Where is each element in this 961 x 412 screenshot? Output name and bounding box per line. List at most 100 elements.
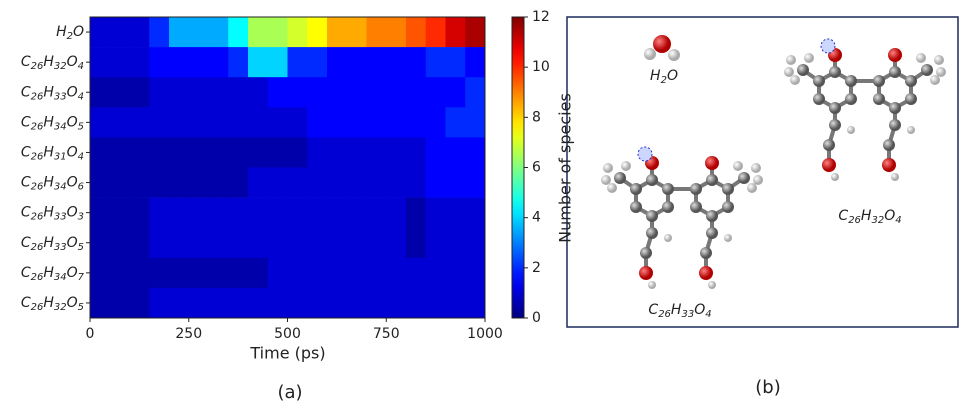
- heat-cell: [307, 288, 327, 318]
- water: [644, 35, 680, 61]
- heat-cell: [268, 288, 288, 318]
- heat-cell: [307, 137, 327, 167]
- molecule-label: H2O: [650, 68, 678, 86]
- y-tick-label: C26H34O5: [21, 114, 84, 132]
- heat-cell: [347, 228, 367, 258]
- heat-cell: [149, 198, 169, 228]
- heat-cell: [426, 17, 446, 47]
- heat-cell: [248, 137, 268, 167]
- colorbar-tick-label: 0: [532, 310, 541, 326]
- heat-cell: [327, 258, 347, 288]
- heat-cell: [149, 258, 169, 288]
- heat-cell: [446, 17, 466, 47]
- y-tick-label: C26H32O5: [21, 295, 84, 313]
- heat-cell: [149, 228, 169, 258]
- heat-cell: [327, 198, 347, 228]
- heat-cell: [209, 107, 229, 137]
- molecule-label: C26H33O4: [648, 302, 711, 320]
- heat-cell: [209, 77, 229, 107]
- heat-cell: [130, 198, 150, 228]
- heat-cell: [406, 228, 426, 258]
- heat-cell: [130, 288, 150, 318]
- heat-cell: [465, 228, 485, 258]
- heat-cell: [327, 17, 347, 47]
- heat-cell: [307, 107, 327, 137]
- heat-cell: [406, 198, 426, 228]
- y-tick-label: H2O: [56, 24, 84, 42]
- y-tick-label: C26H34O6: [21, 175, 84, 193]
- heat-cell: [248, 228, 268, 258]
- heat-cell: [228, 288, 248, 318]
- heat-cell: [189, 17, 209, 47]
- heat-cell: [268, 17, 288, 47]
- heat-cell: [288, 107, 308, 137]
- heat-cell: [110, 288, 130, 318]
- heat-cell: [130, 168, 150, 198]
- heat-cell: [465, 137, 485, 167]
- y-tick-label: C26H34O7: [21, 265, 85, 283]
- heat-cell: [130, 137, 150, 167]
- heat-cell: [248, 47, 268, 77]
- heat-cell: [327, 288, 347, 318]
- heat-cell: [228, 228, 248, 258]
- heat-cell: [367, 107, 387, 137]
- heat-cell: [288, 17, 308, 47]
- heat-cell: [386, 288, 406, 318]
- heat-cell: [367, 47, 387, 77]
- heat-cell: [288, 77, 308, 107]
- heat-cell: [228, 17, 248, 47]
- colorbar-label: Number of species: [556, 93, 575, 243]
- y-tick-label: C26H33O4: [21, 84, 84, 102]
- heat-cell: [149, 168, 169, 198]
- y-tick-label: C26H32O4: [21, 54, 84, 72]
- heat-cell: [367, 198, 387, 228]
- heat-cell: [367, 228, 387, 258]
- heat-cell: [288, 228, 308, 258]
- heat-cell: [327, 137, 347, 167]
- heat-cell: [149, 47, 169, 77]
- x-tick-label: 500: [274, 326, 301, 342]
- heat-cell: [268, 228, 288, 258]
- heat-cell: [288, 258, 308, 288]
- heat-cell: [149, 288, 169, 318]
- heat-cell: [228, 198, 248, 228]
- heat-cell: [228, 137, 248, 167]
- heat-cell: [90, 107, 110, 137]
- heat-cell: [248, 17, 268, 47]
- heat-cell: [209, 168, 229, 198]
- heat-cell: [347, 77, 367, 107]
- heat-cell: [189, 168, 209, 198]
- heat-cell: [189, 47, 209, 77]
- heat-cell: [367, 137, 387, 167]
- molecule-c26h33o4: [601, 147, 763, 289]
- heat-cell: [386, 77, 406, 107]
- heat-cell: [446, 168, 466, 198]
- heat-cell: [110, 137, 130, 167]
- colorbar-tick-label: 10: [532, 59, 550, 75]
- heat-cell: [367, 168, 387, 198]
- heat-cell: [268, 137, 288, 167]
- heat-cell: [406, 137, 426, 167]
- x-tick-label: 250: [175, 326, 202, 342]
- heat-cell: [307, 17, 327, 47]
- heat-cell: [268, 107, 288, 137]
- heat-cell: [90, 288, 110, 318]
- heat-cell: [130, 228, 150, 258]
- heat-cell: [90, 17, 110, 47]
- heat-cell: [268, 77, 288, 107]
- caption: (b): [755, 377, 780, 398]
- heat-cell: [386, 137, 406, 167]
- heat-cell: [406, 17, 426, 47]
- heat-cell: [209, 137, 229, 167]
- y-tick-label: C26H33O5: [21, 235, 84, 253]
- heat-cell: [248, 258, 268, 288]
- heat-cell: [110, 228, 130, 258]
- y-tick-label: C26H33O3: [21, 205, 84, 223]
- heat-cell: [288, 137, 308, 167]
- heat-cell: [426, 198, 446, 228]
- x-tick-label: 750: [373, 326, 400, 342]
- heat-cell: [426, 47, 446, 77]
- heat-cell: [268, 47, 288, 77]
- heat-cell: [446, 198, 466, 228]
- heat-cell: [386, 168, 406, 198]
